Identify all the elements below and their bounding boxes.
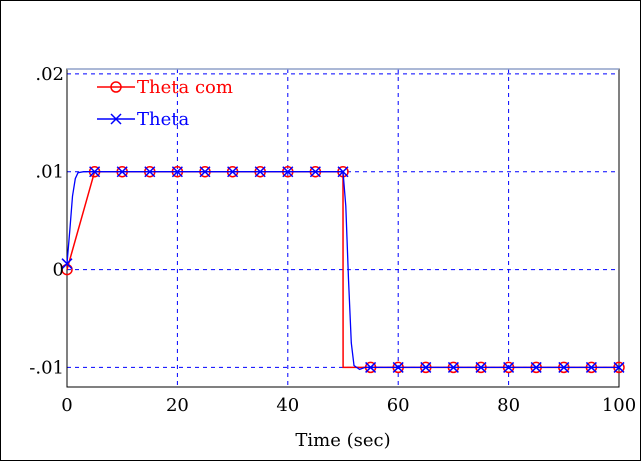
- x-marker-stroke: [110, 113, 122, 125]
- x-marker: [392, 361, 404, 373]
- x-marker-stroke: [337, 166, 349, 178]
- x-marker-stroke: [89, 166, 101, 178]
- legend-item: Theta: [97, 109, 189, 130]
- x-marker: [420, 361, 432, 373]
- x-marker: [89, 166, 101, 178]
- x-marker-stroke: [475, 361, 487, 373]
- series-theta: [61, 166, 625, 373]
- legend-label: Theta: [137, 109, 189, 130]
- x-tick-label: 40: [276, 395, 299, 416]
- x-marker-stroke: [171, 166, 183, 178]
- circle-marker: [110, 81, 122, 93]
- x-marker: [337, 166, 349, 178]
- x-marker-stroke: [613, 361, 625, 373]
- legend: Theta com Theta: [97, 77, 233, 130]
- x-marker-stroke: [199, 166, 211, 178]
- x-marker: [282, 166, 294, 178]
- x-marker-stroke: [254, 166, 266, 178]
- tick-labels: 0 20 40 60 80 100 .02 .01 0 -.01: [29, 64, 636, 416]
- x-marker: [199, 166, 211, 178]
- x-marker: [530, 361, 542, 373]
- x-marker-stroke: [392, 361, 404, 373]
- x-marker-stroke: [116, 166, 128, 178]
- x-marker: [227, 166, 239, 178]
- x-tick-label: 0: [61, 395, 72, 416]
- x-marker: [447, 361, 459, 373]
- x-marker-stroke: [503, 361, 515, 373]
- x-marker: [110, 113, 122, 125]
- y-tick-label: -.01: [29, 357, 64, 378]
- x-marker: [116, 166, 128, 178]
- legend-label: Theta com: [137, 77, 233, 98]
- x-marker: [475, 361, 487, 373]
- x-marker: [171, 166, 183, 178]
- x-marker-stroke: [61, 258, 73, 270]
- y-tick-label: .02: [35, 64, 64, 85]
- y-tick-label: .01: [35, 162, 64, 183]
- x-tick-label: 100: [602, 395, 636, 416]
- x-marker: [61, 258, 73, 270]
- x-marker-stroke: [558, 361, 570, 373]
- x-tick-label: 20: [166, 395, 189, 416]
- x-marker-stroke: [585, 361, 597, 373]
- legend-item: Theta com: [97, 77, 233, 98]
- y-tick-label: 0: [53, 260, 64, 281]
- x-marker: [613, 361, 625, 373]
- x-marker-stroke: [447, 361, 459, 373]
- x-marker-stroke: [309, 166, 321, 178]
- x-marker: [144, 166, 156, 178]
- x-marker: [309, 166, 321, 178]
- x-marker-stroke: [227, 166, 239, 178]
- x-tick-label: 60: [387, 395, 410, 416]
- x-axis-label: Time (sec): [295, 430, 390, 451]
- series-layer: [61, 165, 625, 374]
- x-marker-stroke: [365, 361, 377, 373]
- x-marker: [558, 361, 570, 373]
- x-marker: [254, 166, 266, 178]
- x-marker-stroke: [420, 361, 432, 373]
- x-marker-stroke: [144, 166, 156, 178]
- x-marker: [585, 361, 597, 373]
- x-tick-label: 80: [497, 395, 520, 416]
- x-marker: [503, 361, 515, 373]
- x-marker-stroke: [530, 361, 542, 373]
- x-marker-stroke: [282, 166, 294, 178]
- x-marker: [365, 361, 377, 373]
